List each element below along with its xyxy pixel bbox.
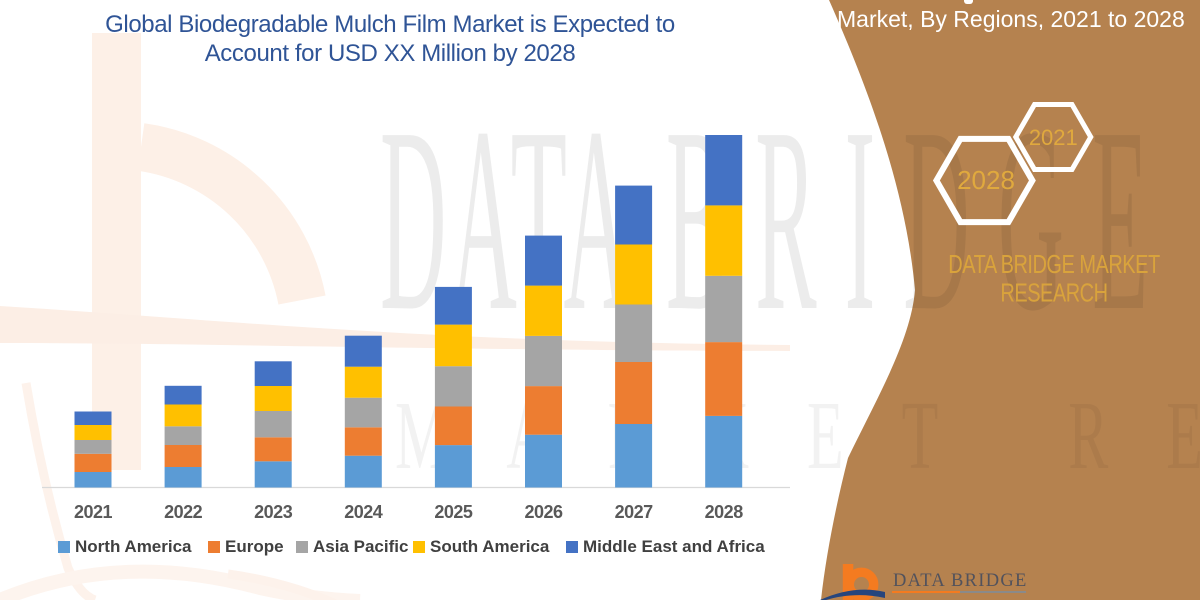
svg-text:2021: 2021 <box>1029 125 1078 150</box>
svg-text:2028: 2028 <box>957 165 1015 195</box>
